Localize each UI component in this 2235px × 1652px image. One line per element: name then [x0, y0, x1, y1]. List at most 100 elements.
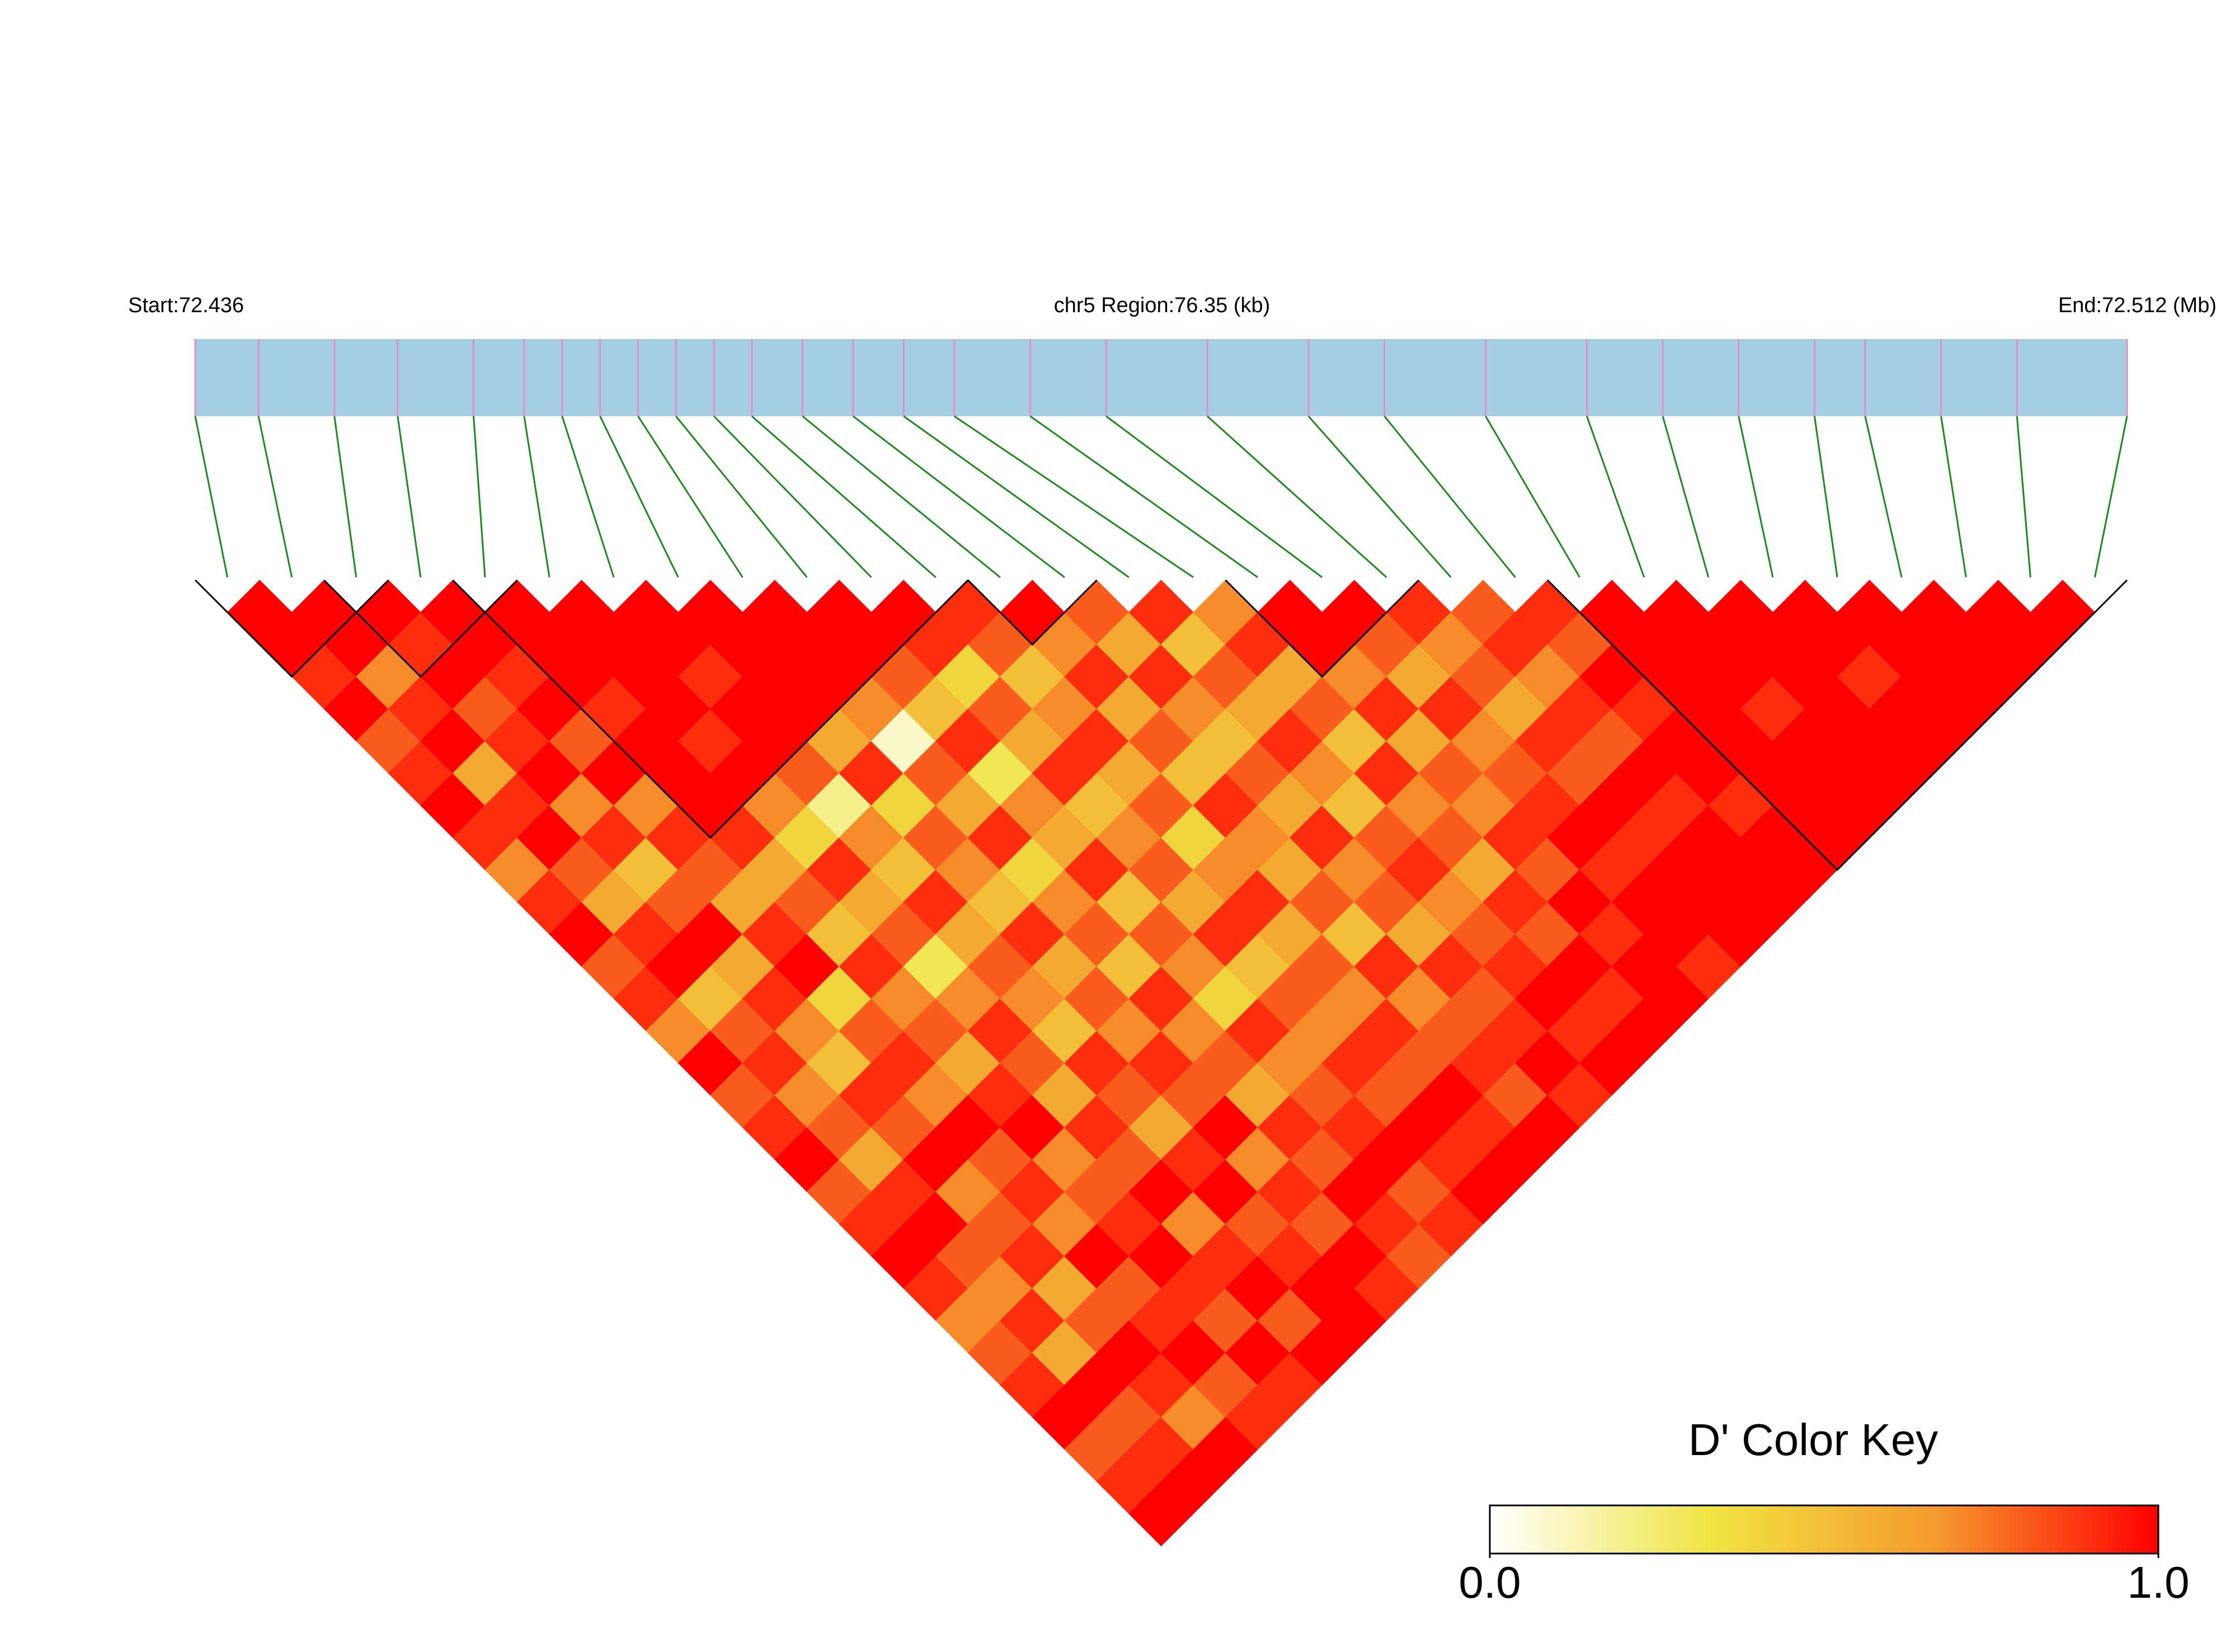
ld-cell — [516, 676, 582, 742]
snp-link — [953, 415, 1194, 578]
ld-cell — [1579, 901, 1645, 967]
ld-cell — [1128, 1095, 1194, 1160]
ld-cell — [1708, 837, 1773, 903]
ld-cell — [1032, 741, 1097, 806]
ld-cell — [581, 676, 647, 742]
ld-cell — [1096, 998, 1162, 1063]
key-tick-label: 1.0 — [2127, 1557, 2189, 1607]
ld-cell — [1000, 644, 1065, 709]
ld-cell — [1804, 805, 1870, 870]
ld-cell — [1257, 708, 1323, 774]
ld-cell — [1096, 676, 1162, 742]
ld-cell — [1225, 1320, 1291, 1386]
ld-cell — [549, 580, 614, 645]
ld-cell — [871, 837, 937, 903]
ld-cell — [1644, 773, 1709, 838]
ld-cell — [1644, 966, 1709, 1032]
ld-cell — [1257, 1288, 1323, 1353]
ld-cell — [935, 837, 1001, 903]
ld-cell — [516, 611, 582, 677]
snp-link — [599, 416, 679, 578]
ld-cell — [1064, 1223, 1130, 1289]
ld-block — [452, 579, 969, 839]
ld-cell — [1740, 869, 1806, 935]
ld-cell — [1418, 805, 1484, 870]
ld-cell — [452, 805, 518, 870]
ld-cell — [613, 901, 679, 967]
ld-block — [967, 579, 1098, 646]
ld-cell — [1032, 1320, 1097, 1386]
ld-cell — [935, 773, 1001, 838]
ld-cell — [1483, 934, 1548, 999]
ld-cell — [452, 611, 518, 677]
ld-cell — [1418, 1127, 1484, 1193]
ld-cell — [1032, 934, 1097, 999]
ld-cell — [1064, 644, 1130, 709]
ld-cell — [420, 773, 486, 838]
ld-cell — [1257, 644, 1323, 709]
snp-link — [1207, 415, 1387, 578]
ld-cell — [1579, 773, 1645, 838]
ld-cell — [903, 1191, 968, 1257]
ld-cell — [1160, 805, 1226, 870]
ld-cell — [1064, 773, 1130, 838]
ld-cell — [677, 773, 743, 838]
ld-cell — [903, 1255, 968, 1321]
ld-cell — [1611, 805, 1677, 870]
snp-link — [802, 415, 1001, 578]
ld-cell — [710, 934, 775, 999]
ld-cell — [1611, 611, 1677, 677]
end-label: End:72.512 (Mb) — [2058, 294, 2217, 317]
ld-cell — [774, 676, 840, 742]
ld-cell — [774, 998, 840, 1063]
ld-cell — [1064, 966, 1130, 1032]
ld-cell — [356, 644, 421, 709]
snp-link — [561, 416, 615, 578]
ld-cell — [1032, 805, 1097, 870]
ld-cell — [1418, 1062, 1484, 1128]
ld-cell — [1514, 773, 1580, 838]
ld-cell — [871, 580, 937, 645]
ld-cell — [1257, 1095, 1323, 1160]
ld-cell — [1225, 741, 1291, 806]
ld-cell — [484, 773, 550, 838]
ld-cell — [1514, 966, 1580, 1032]
ld-cell — [742, 773, 808, 838]
snp-link — [903, 415, 1130, 578]
ld-cell — [774, 1127, 840, 1193]
ld-cell — [1096, 1320, 1162, 1386]
ld-cell — [1096, 805, 1162, 870]
ld-cell — [839, 934, 904, 999]
ld-cell — [871, 1159, 937, 1225]
ld-cell — [710, 676, 775, 742]
ld-cell — [774, 741, 840, 806]
ld-cell — [549, 901, 614, 967]
ld-cell — [1676, 805, 1741, 870]
ld-cell — [1096, 1062, 1162, 1128]
ld-cell — [1225, 869, 1291, 935]
ld-cell — [1418, 611, 1484, 677]
ld-cell — [1225, 998, 1291, 1063]
ld-cell — [774, 805, 840, 870]
ld-cell — [1386, 901, 1452, 967]
ld-cell — [2030, 580, 2096, 645]
ld-cell — [1547, 1062, 1612, 1128]
snp-link — [751, 415, 937, 578]
ld-cell — [1257, 1030, 1323, 1096]
ld-cell — [710, 611, 775, 677]
ld-cell — [1160, 611, 1226, 677]
ld-cell — [1193, 773, 1258, 838]
ld-cell — [1418, 869, 1484, 935]
snp-link — [852, 415, 1065, 578]
ld-cell — [1676, 611, 1741, 677]
ld-cell — [742, 644, 808, 709]
start-label: Start:72.436 — [128, 294, 244, 317]
ld-cell — [1000, 773, 1065, 838]
ld-cell — [1064, 1159, 1130, 1225]
ld-cell — [710, 998, 775, 1063]
ld-cell — [1579, 644, 1645, 709]
snp-link — [1384, 416, 1516, 578]
ld-cell — [1354, 805, 1419, 870]
snp-link — [1029, 415, 1259, 578]
